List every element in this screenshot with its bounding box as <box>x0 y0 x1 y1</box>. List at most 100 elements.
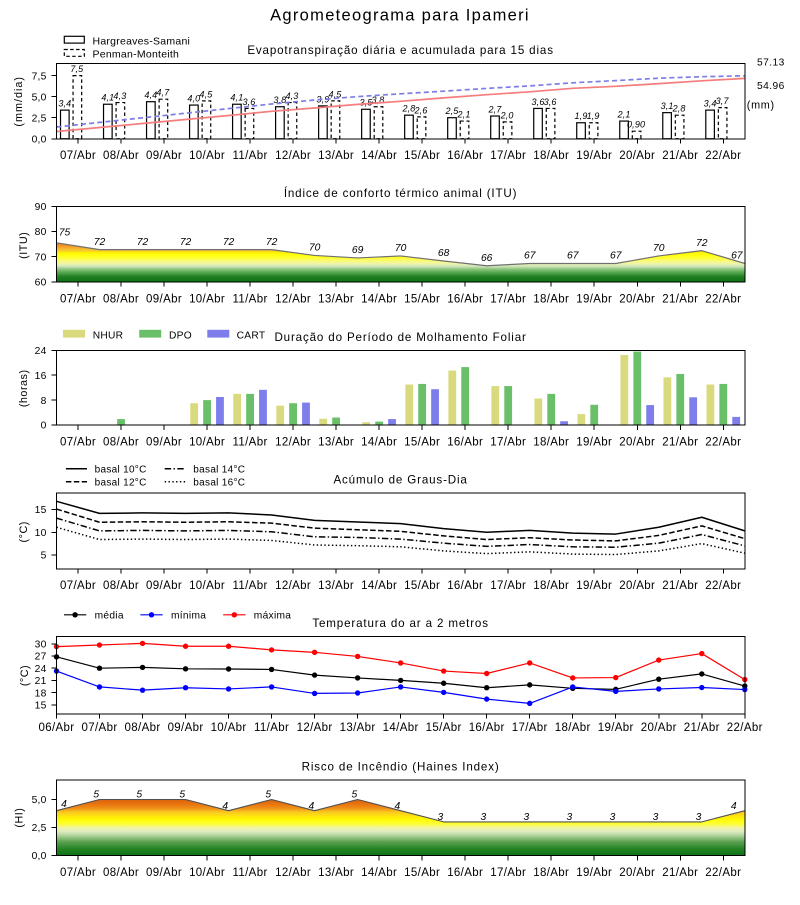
svg-text:67: 67 <box>524 251 537 262</box>
svg-text:14/Abr: 14/Abr <box>361 580 397 592</box>
svg-text:08/Abr: 08/Abr <box>125 722 161 734</box>
svg-text:06/Abr: 06/Abr <box>39 722 75 734</box>
svg-text:20/Abr: 20/Abr <box>641 722 677 734</box>
svg-text:13/Abr: 13/Abr <box>318 867 354 879</box>
svg-text:20/Abr: 20/Abr <box>619 150 655 162</box>
svg-text:07/Abr: 07/Abr <box>60 867 96 879</box>
svg-text:08/Abr: 08/Abr <box>103 580 139 592</box>
svg-text:2,7: 2,7 <box>488 104 503 114</box>
svg-text:Evapotranspiração diária e acu: Evapotranspiração diária e acumulada par… <box>247 44 554 57</box>
svg-text:15/Abr: 15/Abr <box>404 580 440 592</box>
svg-text:54.96: 54.96 <box>757 81 785 92</box>
svg-text:CART: CART <box>237 331 266 342</box>
svg-text:22/Abr: 22/Abr <box>705 293 741 305</box>
svg-text:68: 68 <box>438 248 450 259</box>
svg-text:15/Abr: 15/Abr <box>404 150 440 162</box>
svg-text:21: 21 <box>35 676 47 687</box>
svg-text:basal 12°C: basal 12°C <box>95 477 147 488</box>
svg-text:12/Abr: 12/Abr <box>275 436 311 448</box>
svg-text:11/Abr: 11/Abr <box>254 722 289 734</box>
svg-text:07/Abr: 07/Abr <box>60 293 96 305</box>
svg-text:19/Abr: 19/Abr <box>576 150 612 162</box>
svg-text:0: 0 <box>41 421 47 432</box>
svg-text:67: 67 <box>731 251 744 262</box>
svg-text:72: 72 <box>266 237 278 248</box>
svg-text:09/Abr: 09/Abr <box>146 580 182 592</box>
svg-text:13/Abr: 13/Abr <box>340 722 376 734</box>
svg-text:4: 4 <box>222 801 228 812</box>
svg-text:22/Abr: 22/Abr <box>705 580 741 592</box>
svg-text:17/Abr: 17/Abr <box>490 293 526 305</box>
svg-text:17/Abr: 17/Abr <box>490 150 526 162</box>
svg-text:22/Abr: 22/Abr <box>705 867 741 879</box>
svg-text:5,0: 5,0 <box>32 795 47 806</box>
svg-text:70: 70 <box>395 243 407 254</box>
svg-text:4,3: 4,3 <box>113 91 126 101</box>
svg-text:2,6: 2,6 <box>414 105 428 115</box>
svg-text:08/Abr: 08/Abr <box>103 150 139 162</box>
svg-text:3,6: 3,6 <box>242 97 255 107</box>
svg-text:15/Abr: 15/Abr <box>404 293 440 305</box>
svg-text:(°C): (°C) <box>18 521 30 542</box>
svg-text:(mm): (mm) <box>747 99 775 111</box>
svg-text:13/Abr: 13/Abr <box>318 293 354 305</box>
svg-text:70: 70 <box>653 243 665 254</box>
svg-text:(HI): (HI) <box>14 808 26 828</box>
svg-text:75: 75 <box>59 227 71 238</box>
svg-text:2,1: 2,1 <box>457 109 471 119</box>
svg-text:7,5: 7,5 <box>70 64 84 74</box>
svg-text:0,0: 0,0 <box>32 134 47 145</box>
svg-text:15: 15 <box>35 701 47 712</box>
svg-text:4: 4 <box>394 801 400 812</box>
svg-text:16/Abr: 16/Abr <box>447 867 483 879</box>
svg-text:2,5: 2,5 <box>32 113 47 124</box>
svg-text:19/Abr: 19/Abr <box>576 580 612 592</box>
svg-text:15: 15 <box>35 505 47 516</box>
svg-text:3,5: 3,5 <box>359 98 373 108</box>
svg-text:4,7: 4,7 <box>156 88 170 98</box>
svg-text:11/Abr: 11/Abr <box>233 436 268 448</box>
svg-text:7,5: 7,5 <box>32 71 47 82</box>
svg-text:3: 3 <box>610 812 616 823</box>
svg-text:(ITU): (ITU) <box>18 232 30 259</box>
svg-text:20/Abr: 20/Abr <box>619 867 655 879</box>
svg-text:5: 5 <box>351 790 357 801</box>
svg-text:1,9: 1,9 <box>587 111 600 121</box>
svg-text:2,5: 2,5 <box>444 106 459 116</box>
svg-text:(°C): (°C) <box>19 665 31 686</box>
svg-text:18: 18 <box>35 688 47 699</box>
svg-text:3: 3 <box>524 812 530 823</box>
svg-text:3: 3 <box>481 812 487 823</box>
svg-text:27: 27 <box>35 652 47 663</box>
svg-text:21/Abr: 21/Abr <box>662 580 698 592</box>
svg-text:24: 24 <box>35 346 47 357</box>
svg-text:Agrometeograma para Ipameri: Agrometeograma para Ipameri <box>270 7 530 25</box>
svg-text:3,6: 3,6 <box>532 97 545 107</box>
svg-text:4: 4 <box>61 799 67 810</box>
svg-text:19/Abr: 19/Abr <box>576 867 612 879</box>
svg-text:basal 10°C: basal 10°C <box>95 464 147 475</box>
svg-text:67: 67 <box>610 251 623 262</box>
svg-text:80: 80 <box>35 227 47 238</box>
svg-text:66: 66 <box>481 253 493 264</box>
svg-text:14/Abr: 14/Abr <box>361 867 397 879</box>
svg-text:21/Abr: 21/Abr <box>662 436 698 448</box>
svg-text:22/Abr: 22/Abr <box>705 150 741 162</box>
svg-text:17/Abr: 17/Abr <box>490 867 526 879</box>
svg-text:10/Abr: 10/Abr <box>189 293 225 305</box>
svg-text:2,5: 2,5 <box>32 823 47 834</box>
svg-text:3: 3 <box>696 812 702 823</box>
svg-text:07/Abr: 07/Abr <box>82 722 118 734</box>
svg-text:24: 24 <box>35 664 47 675</box>
svg-text:3,1: 3,1 <box>661 101 674 111</box>
svg-text:70: 70 <box>309 243 321 254</box>
svg-text:4,0: 4,0 <box>187 93 200 103</box>
svg-text:2,0: 2,0 <box>500 110 514 120</box>
svg-text:10/Abr: 10/Abr <box>189 580 225 592</box>
svg-text:16/Abr: 16/Abr <box>469 722 505 734</box>
svg-text:Hargreaves-Samani: Hargreaves-Samani <box>93 36 191 48</box>
svg-text:Risco de Incêndio (Haines Inde: Risco de Incêndio (Haines Index) <box>302 760 500 773</box>
svg-text:16/Abr: 16/Abr <box>447 436 483 448</box>
svg-text:07/Abr: 07/Abr <box>60 436 96 448</box>
svg-text:3,4: 3,4 <box>58 99 71 109</box>
